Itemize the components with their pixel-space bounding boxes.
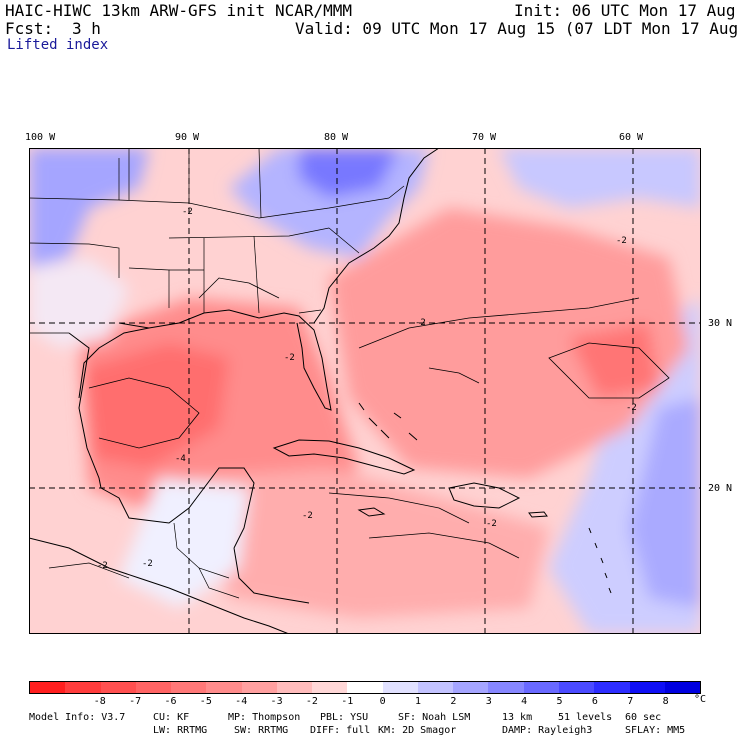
- contour-label: -2: [486, 519, 497, 529]
- model-info-item: DAMP: Rayleigh3: [502, 725, 593, 736]
- contours: [48, 277, 670, 579]
- contour-label: -2: [97, 561, 108, 571]
- colorbar-tick-label: 0: [379, 696, 386, 707]
- colorbar-tick-label: -8: [93, 696, 106, 707]
- colorbar-tick-label: 1: [415, 696, 422, 707]
- stable-zone-northeast-ocean: [499, 148, 701, 208]
- forecast-label: Fcst:: [5, 19, 54, 38]
- model-info-item: KM: 2D Smagor: [378, 725, 457, 736]
- unstable-zone-caribbean: [189, 468, 549, 618]
- coastlines: [29, 148, 612, 634]
- colorbar-segment: [171, 682, 207, 693]
- contour-label: -2: [302, 511, 313, 521]
- stable-zone-texas: [29, 258, 129, 348]
- lifted-index-map: -2 -4 -2 -2 -2 -2 -2 -2 -2 -2 -4: [29, 148, 701, 634]
- lon-label-90w: 90 W: [175, 132, 200, 143]
- lat-label-20n: 20 N: [708, 483, 733, 494]
- model-info-item: SFLAY: MM5: [625, 725, 686, 736]
- lon-label-100w: 100 W: [25, 132, 56, 143]
- model-info-item: LW: RRTMG: [153, 725, 208, 736]
- colorbar-segment: [65, 682, 101, 693]
- contour-label: -2: [142, 559, 153, 569]
- stable-zone-central-america: [119, 478, 249, 608]
- colorbar-segment: [417, 682, 454, 693]
- colorbar-segment: [523, 682, 559, 693]
- stable-zone-northeast: [299, 148, 399, 198]
- stable-zone-east-core: [629, 398, 701, 608]
- model-info-item: SW: RRTMG: [234, 725, 289, 736]
- colorbar-segment: [206, 682, 242, 693]
- colorbar-tick-label: 3: [485, 696, 492, 707]
- unstable-zone-atlantic-core: [569, 323, 659, 398]
- colorbar-tick-label: -4: [235, 696, 248, 707]
- colorbar-segment: [664, 682, 701, 693]
- forecast-hour: 3 h: [72, 19, 101, 38]
- colorbar-tick-label: 7: [627, 696, 634, 707]
- graticule: [29, 148, 701, 634]
- lon-label-60w: 60 W: [619, 132, 644, 143]
- colorbar-tick-label: -7: [129, 696, 142, 707]
- model-info-item: DIFF: full: [310, 725, 371, 736]
- colorbar-segment: [453, 682, 489, 693]
- model-info-item: Model Info: V3.7: [29, 712, 126, 723]
- country-borders: [29, 332, 240, 599]
- colorbar-segment: [30, 682, 66, 693]
- colorbar-tick-label: 5: [556, 696, 563, 707]
- contour-label: -2: [284, 353, 295, 363]
- map-frame: [29, 148, 701, 634]
- lat-label-30n: 30 N: [708, 318, 733, 329]
- contour-label: -2: [626, 403, 637, 413]
- colorbar-segment: [488, 682, 524, 693]
- lon-label-80w: 80 W: [324, 132, 349, 143]
- contour-label: -2: [616, 236, 627, 246]
- model-info-item: PBL: YSU: [320, 712, 369, 723]
- colorbar-tick-label: -2: [305, 696, 318, 707]
- colorbar-unit: °C: [694, 694, 707, 705]
- colorbar: [29, 681, 701, 694]
- colorbar-tick-label: -3: [270, 696, 283, 707]
- field-name: Lifted index: [7, 37, 109, 53]
- colorbar-segment: [100, 682, 136, 693]
- org-label: NCAR/MMM: [275, 1, 353, 20]
- model-info-item: 60 sec: [625, 712, 662, 723]
- model-info-item: 51 levels: [558, 712, 613, 723]
- lon-label-70w: 70 W: [472, 132, 497, 143]
- contour-label: -2: [182, 207, 193, 217]
- init-time: Init: 06 UTC Mon 17 Aug 15: [514, 1, 740, 20]
- colorbar-segment: [241, 682, 277, 693]
- contour-label: -2: [415, 318, 426, 328]
- colorbar-tick-label: 4: [521, 696, 528, 707]
- contour-label: -4: [175, 454, 186, 464]
- colorbar-tick-label: -5: [199, 696, 212, 707]
- colorbar-tick-label: -1: [341, 696, 354, 707]
- colorbar-segment: [312, 682, 348, 693]
- colorbar-segment: [629, 682, 665, 693]
- colorbar-segment: [594, 682, 630, 693]
- colorbar-segment: [347, 682, 383, 693]
- model-info-item: SF: Noah LSM: [398, 712, 471, 723]
- colorbar-segment: [135, 682, 172, 693]
- valid-time: Valid: 09 UTC Mon 17 Aug 15 (07 LDT Mon …: [295, 19, 740, 38]
- model-info-item: MP: Thompson: [228, 712, 301, 723]
- model-title: HAIC-HIWC 13km ARW-GFS init: [5, 1, 266, 20]
- colorbar-tick-label: 2: [450, 696, 457, 707]
- model-info-item: CU: KF: [153, 712, 190, 723]
- unstable-zone-atlantic: [329, 208, 689, 478]
- model-info-item: 13 km: [502, 712, 533, 723]
- unstable-zone-gulf-core: [84, 343, 229, 468]
- colorbar-tick-label: 6: [591, 696, 598, 707]
- colorbar-tick-label: -6: [164, 696, 177, 707]
- colorbar-segment: [276, 682, 313, 693]
- colorbar-segment: [382, 682, 418, 693]
- colorbar-segment: [558, 682, 595, 693]
- colorbar-tick-label: 8: [662, 696, 669, 707]
